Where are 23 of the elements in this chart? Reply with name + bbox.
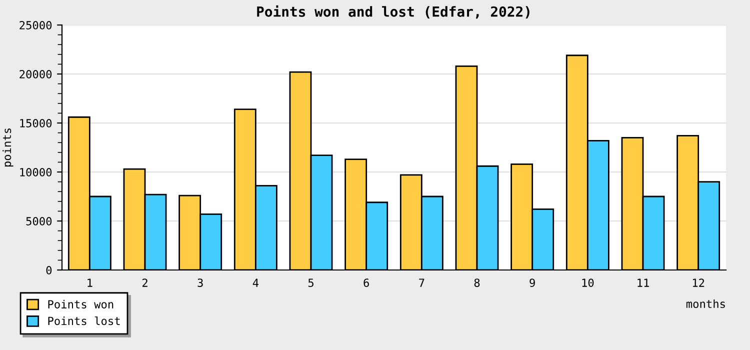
x-tick-label: 7 [419, 278, 424, 287]
x-tick-label: 4 [252, 278, 258, 287]
y-tick-label: 15000 [20, 119, 52, 128]
x-tick-label: 8 [474, 278, 480, 287]
legend-label: Points lost [48, 316, 120, 326]
x-tick-label: 6 [364, 278, 369, 287]
y-tick-label: 20000 [20, 70, 52, 78]
y-tick-label: 10000 [20, 168, 52, 176]
x-tick-label: 12 [692, 278, 704, 287]
x-axis-title: months [686, 299, 725, 308]
x-tick-label: 5 [308, 278, 314, 287]
x-tick-label: 3 [198, 278, 203, 287]
x-tick-label: 11 [638, 278, 649, 287]
y-tick-label: 0 [46, 266, 52, 274]
x-tick-label: 1 [88, 278, 92, 287]
y-tick-label: 25000 [20, 21, 52, 30]
x-tick-label: 10 [582, 278, 594, 287]
y-tick-label: 5000 [26, 217, 52, 226]
x-tick-label: 2 [142, 278, 148, 287]
legend-label: Points won [48, 300, 114, 308]
y-axis-title: points [2, 128, 14, 167]
x-tick-label: 9 [530, 278, 535, 287]
chart-title: Points won and lost (Edfar, 2022) [257, 5, 530, 19]
